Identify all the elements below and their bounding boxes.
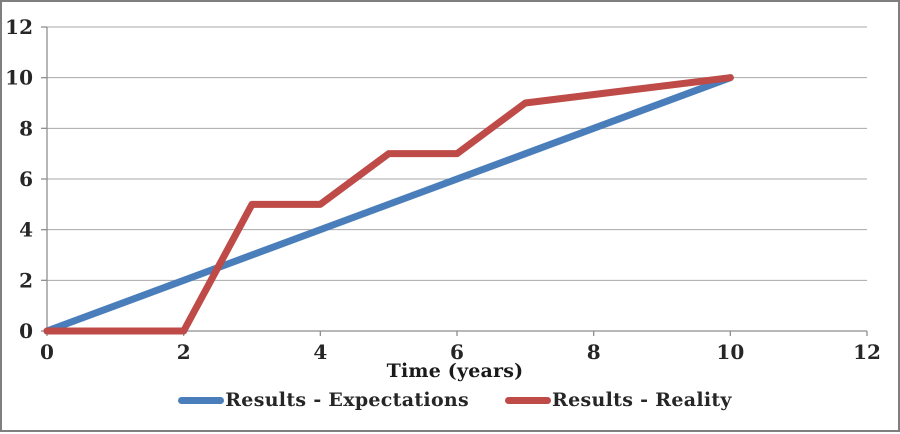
x-tick-label-10: 10 [716, 340, 744, 364]
legend-item-expectations: Results - Expectations [178, 389, 469, 411]
y-tick-label-4: 4 [19, 218, 33, 242]
legend-swatch-expectations-icon [178, 396, 225, 404]
x-tick-label-0: 0 [40, 340, 54, 364]
legend-label-reality: Results - Reality [552, 389, 732, 411]
y-tick-label-8: 8 [19, 116, 33, 140]
y-tick-label-6: 6 [19, 167, 33, 191]
x-tick-label-6: 6 [450, 340, 464, 364]
x-tick-label-8: 8 [587, 340, 601, 364]
series-line-0 [43, 74, 734, 335]
x-tick-label-4: 4 [313, 340, 327, 364]
legend: Results - Expectations Results - Reality [45, 389, 865, 411]
y-tick-label-2: 2 [19, 268, 33, 292]
legend-label-expectations: Results - Expectations [225, 389, 470, 411]
y-tick-label-12: 12 [5, 15, 33, 39]
x-axis-title: Time (years) [386, 360, 524, 382]
x-tick-label-12: 12 [853, 340, 881, 364]
y-tick-label-10: 10 [5, 66, 33, 90]
y-tick-label-0: 0 [19, 319, 33, 343]
legend-swatch-reality-icon [505, 396, 552, 404]
x-tick-label-2: 2 [177, 340, 191, 364]
series-line-1 [43, 74, 734, 335]
legend-item-reality: Results - Reality [505, 389, 732, 411]
